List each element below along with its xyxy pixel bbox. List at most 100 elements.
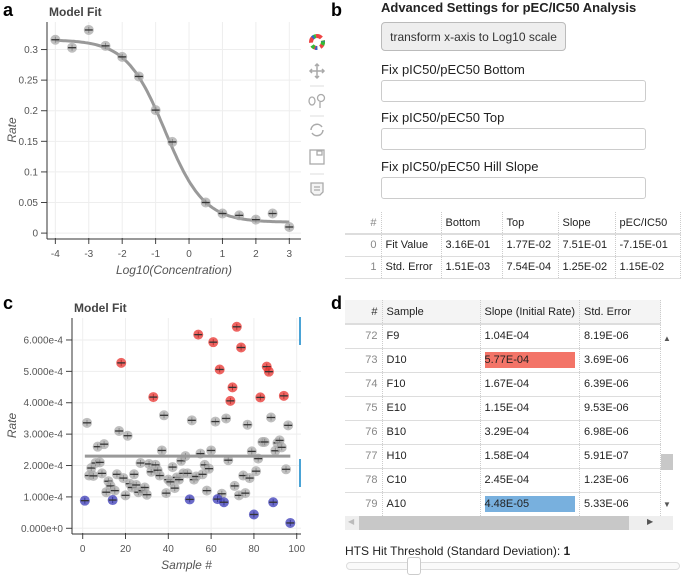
column-header[interactable]: # — [345, 212, 382, 235]
slope-cell: 1.58E-04 — [480, 444, 580, 469]
cell: Fit Value — [381, 234, 442, 257]
std-error-cell: 8.19E-06 — [579, 324, 661, 349]
std-error-cell: 5.33E-06 — [579, 492, 661, 517]
cell: -7.15E-01 — [615, 234, 681, 257]
column-header[interactable]: Top — [502, 212, 559, 235]
table-row[interactable]: 0 Fit Value 3.16E-01 1.77E-02 7.51E-01 -… — [345, 234, 681, 257]
table-row[interactable]: 75 E10 1.15E-04 9.53E-06 — [345, 396, 661, 421]
scroll-right-arrow-icon[interactable]: ▶ — [647, 517, 654, 526]
bokeh-logo-icon[interactable] — [309, 34, 325, 50]
fix-hill-slope-label: Fix pIC50/pEC50 Hill Slope — [381, 159, 539, 174]
save-icon[interactable] — [309, 149, 325, 165]
dose-response-chart[interactable]: Model Fit -4 -3 -2 -1 0 1 2 3 0 0.05 0.1 0.15 0.2 0.25… — [0, 0, 340, 290]
sample-cell: D10 — [382, 348, 481, 373]
samples-table: # Sample Slope (Initial Rate) Std. Error… — [345, 300, 661, 517]
y-tick-label: 0 — [32, 229, 38, 240]
y-axis-label: Rate — [5, 413, 19, 439]
row-index: 74 — [345, 372, 383, 397]
scroll-up-arrow-icon[interactable]: ▲ — [663, 334, 671, 343]
vertical-scrollbar-thumb[interactable] — [661, 454, 673, 470]
sample-rate-chart[interactable]: Model Fit 0 20 40 60 80 100 0.000e+0 1.000e-4 2.0… — [0, 290, 340, 583]
column-header[interactable]: Bottom — [441, 212, 503, 235]
x-tick-label: 3 — [287, 249, 293, 260]
std-error-cell: 6.98E-06 — [579, 420, 661, 445]
column-header[interactable]: Std. Error — [579, 300, 661, 325]
sample-cell: H10 — [382, 444, 481, 469]
table-header-row: # Sample Slope (Initial Rate) Std. Error — [345, 300, 661, 325]
row-index: 79 — [345, 492, 383, 517]
column-header[interactable]: Sample — [382, 300, 481, 325]
transform-log10-button[interactable]: transform x-axis to Log10 scale — [381, 22, 566, 51]
std-error-cell: 5.91E-07 — [579, 444, 661, 469]
x-tick-label: 1 — [220, 249, 226, 260]
table-row[interactable]: 78 C10 2.45E-04 1.23E-06 — [345, 468, 661, 493]
fix-bottom-input[interactable] — [381, 80, 646, 102]
slope-cell: 4.48E-05 — [480, 492, 580, 517]
y-tick-label: 0.2 — [24, 106, 38, 117]
y-tick-label: 0.25 — [19, 76, 39, 87]
std-error-cell: 9.53E-06 — [579, 396, 661, 421]
cell: 1 — [345, 256, 382, 279]
cell: 7.54E-04 — [502, 256, 559, 279]
y-tick-label: 4.000e-4 — [24, 398, 64, 409]
hover-icon[interactable] — [310, 182, 324, 196]
fix-top-input[interactable] — [381, 128, 646, 150]
table-row[interactable]: 73 D10 5.77E-04 3.69E-06 — [345, 348, 661, 373]
column-header[interactable]: Slope — [558, 212, 616, 235]
wheel-zoom-icon[interactable] — [308, 93, 326, 109]
slope-cell: 1.15E-04 — [480, 396, 580, 421]
x-tick-label: -4 — [51, 249, 60, 260]
fix-bottom-label: Fix pIC50/pEC50 Bottom — [381, 62, 525, 77]
sample-cell: F9 — [382, 324, 481, 349]
table-row[interactable]: 79 A10 4.48E-05 5.33E-06 — [345, 492, 661, 517]
column-header[interactable]: # — [345, 300, 383, 325]
slope-value: 2.45E-04 — [484, 474, 530, 486]
y-tick-label: 0.15 — [19, 137, 39, 148]
y-axis-label: Rate — [5, 117, 19, 143]
column-header[interactable] — [381, 212, 442, 235]
threshold-slider[interactable] — [346, 557, 680, 575]
panel-label-c: c — [3, 293, 14, 313]
table-row[interactable]: 77 H10 1.58E-04 5.91E-07 — [345, 444, 661, 469]
slope-value: 1.15E-04 — [484, 402, 530, 414]
slope-value: 5.77E-04 — [484, 352, 575, 368]
x-tick-label: 0 — [186, 249, 192, 260]
vertical-scrollbar[interactable]: ▲ ▼ — [661, 326, 673, 516]
y-tick-label: 6.000e-4 — [24, 335, 64, 346]
x-tick-label: 100 — [288, 544, 305, 555]
chart-title: Model Fit — [74, 301, 127, 315]
reset-icon[interactable] — [310, 123, 324, 137]
x-tick-label: -1 — [151, 249, 160, 260]
row-index: 76 — [345, 420, 383, 445]
y-tick-label: 5.000e-4 — [24, 367, 64, 378]
horizontal-scrollbar[interactable]: ◀ ▶ — [345, 516, 673, 530]
scroll-left-arrow-icon[interactable]: ◀ — [348, 517, 355, 526]
scroll-down-arrow-icon[interactable]: ▼ — [663, 500, 671, 509]
y-tick-label: 0.000e+0 — [21, 524, 63, 535]
slope-cell: 1.04E-04 — [480, 324, 580, 349]
std-error-cell: 1.23E-06 — [579, 468, 661, 493]
chart-toolbar — [305, 30, 329, 200]
chart-title: Model Fit — [49, 5, 102, 19]
table-row[interactable]: 76 B10 3.29E-04 6.98E-06 — [345, 420, 661, 445]
threshold-slider-handle[interactable] — [407, 557, 421, 575]
std-error-cell: 6.39E-06 — [579, 372, 661, 397]
pan-icon[interactable] — [308, 62, 326, 80]
row-index: 73 — [345, 348, 383, 373]
panel-label-b: b — [331, 0, 342, 20]
table-row[interactable]: 72 F9 1.04E-04 8.19E-06 — [345, 324, 661, 349]
x-tick-label: 40 — [163, 544, 175, 555]
table-row[interactable]: 74 F10 1.67E-04 6.39E-06 — [345, 372, 661, 397]
fix-hill-slope-input[interactable] — [381, 177, 646, 199]
slope-value: 1.04E-04 — [484, 330, 530, 343]
table-row[interactable]: 1 Std. Error 1.51E-03 7.54E-04 1.25E-02 … — [345, 256, 681, 279]
fit-curve — [55, 38, 290, 224]
slope-cell: 1.67E-04 — [480, 372, 580, 397]
column-header[interactable]: pEC/IC50 — [615, 212, 681, 235]
table-header-row: # Bottom Top Slope pEC/IC50 — [345, 212, 681, 235]
cell: 1.25E-02 — [558, 256, 616, 279]
std-error-cell: 3.69E-06 — [579, 348, 661, 373]
toolbar-indicator-c2 — [299, 459, 301, 487]
column-header[interactable]: Slope (Initial Rate) — [480, 300, 580, 325]
horizontal-scrollbar-thumb[interactable] — [359, 516, 629, 530]
